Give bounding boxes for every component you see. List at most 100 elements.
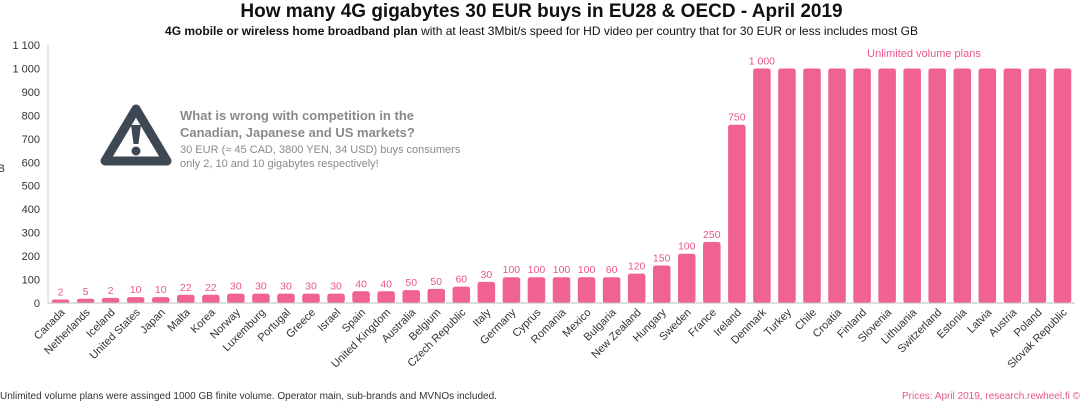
footnote: Unlimited volume plans were assinged 100…: [0, 391, 497, 402]
data-label: 30: [330, 281, 342, 293]
bar: [427, 288, 446, 303]
bar: [76, 298, 95, 303]
subtitle-bold: 4G mobile or wireless home broadband pla…: [165, 24, 418, 38]
bar: [126, 297, 145, 303]
chart-title: How many 4G gigabytes 30 EUR buys in EU2…: [240, 1, 843, 22]
bars: [51, 68, 1072, 303]
data-label: 150: [653, 252, 671, 264]
bar: [953, 68, 972, 303]
bar: [703, 242, 721, 303]
callout-box: What is wrong with competition in the Ca…: [100, 103, 530, 183]
data-label: 250: [703, 229, 721, 241]
callout-heading-line-1: What is wrong with competition in the: [180, 108, 414, 123]
data-label: 22: [205, 282, 217, 294]
y-axis-label: GB: [0, 163, 5, 175]
data-label: 30: [305, 281, 317, 293]
y-tick-label: 0: [34, 298, 40, 310]
data-label: 100: [528, 264, 546, 276]
callout-heading-line-2: Canadian, Japanese and US markets?: [180, 125, 415, 140]
callout-heading: What is wrong with competition in the Ca…: [180, 107, 415, 141]
bar: [677, 253, 696, 303]
data-label: 50: [430, 276, 442, 288]
data-label: 100: [553, 264, 571, 276]
bar: [853, 68, 871, 303]
y-tick-label: 1 100: [12, 40, 40, 52]
callout-body: 30 EUR (≈ 45 CAD, 3800 YEN, 34 USD) buys…: [180, 143, 460, 171]
bar: [452, 286, 471, 303]
y-tick-label: 500: [22, 181, 40, 193]
chart-subtitle: 4G mobile or wireless home broadband pla…: [0, 24, 1083, 38]
y-tick-label: 100: [22, 275, 40, 287]
bar: [627, 273, 646, 303]
bar: [202, 294, 220, 303]
warning-triangle-icon: [100, 104, 172, 166]
bar: [302, 293, 320, 303]
data-label: 100: [503, 264, 521, 276]
data-label: 60: [455, 274, 467, 286]
y-tick-label: 700: [22, 134, 40, 146]
data-label: 30: [255, 281, 267, 293]
bar: [778, 68, 796, 303]
callout-body-line-1: 30 EUR (≈ 45 CAD, 3800 YEN, 34 USD) buys…: [180, 144, 461, 156]
data-label: 750: [728, 112, 746, 124]
bar: [177, 294, 195, 303]
data-label: 2: [108, 285, 114, 297]
bar: [928, 68, 946, 303]
bar: [828, 68, 846, 303]
bar: [277, 293, 295, 303]
bar: [502, 277, 521, 303]
y-axis: 0 100 200 300 400 500 600 700 800 900 1 000 1 100: [12, 40, 49, 310]
bar: [1053, 68, 1072, 303]
unlimited-plans-annotation: Unlimited volume plans: [867, 48, 981, 60]
data-label: 10: [155, 284, 167, 296]
bar: [327, 293, 345, 303]
y-tick-label: 800: [22, 110, 40, 122]
x-tick-label: France: [686, 307, 719, 340]
bar: [1003, 68, 1022, 303]
bar: [1028, 68, 1047, 303]
data-label: 2: [58, 286, 64, 298]
y-tick-label: 300: [22, 228, 40, 240]
bar: [101, 297, 120, 303]
y-tick-label: 200: [22, 251, 40, 263]
x-tick-label: Japan: [138, 307, 168, 337]
y-tick-label: 900: [22, 87, 40, 99]
bar: [903, 68, 921, 303]
bar: [377, 291, 395, 303]
bar: [878, 68, 896, 303]
y-tick-label: 600: [22, 157, 40, 169]
data-label: 40: [355, 278, 367, 290]
data-label: 30: [280, 281, 292, 293]
data-label: 40: [380, 278, 392, 290]
data-label: 30: [481, 269, 493, 281]
bar: [753, 68, 771, 303]
data-label: 10: [130, 284, 142, 296]
y-tick-label: 400: [22, 204, 40, 216]
source-credit: Prices: April 2019, research.rewheel.fi …: [901, 391, 1080, 402]
bar: [602, 277, 621, 303]
bar: [652, 265, 671, 303]
bar: [728, 124, 746, 303]
bar: [402, 290, 420, 303]
callout-body-line-2: only 2, 10 and 10 gigabytes respectively…: [180, 158, 379, 170]
x-tick-label: Malta: [165, 306, 193, 334]
bar: [803, 68, 821, 303]
x-tick-label: Turkey: [762, 306, 794, 338]
data-labels: 2 5 2 10 10 22 22 30 30 30 30 30 40 40 50 50 60 30 100 100 1…: [58, 55, 776, 298]
data-label: 60: [606, 264, 618, 276]
bar: [978, 68, 997, 303]
data-label: 100: [578, 264, 596, 276]
bar-chart: 0 100 200 300 400 500 600 700 800 900 1 000 1 100 2…: [0, 40, 1075, 371]
bar: [227, 293, 245, 303]
data-label: 1 000: [749, 55, 775, 67]
data-label: 5: [83, 286, 89, 298]
bar: [552, 277, 571, 303]
data-label: 120: [628, 261, 646, 273]
bar: [252, 293, 270, 303]
y-tick-label: 1 000: [12, 63, 40, 75]
data-label: 50: [405, 277, 417, 289]
bar: [477, 281, 496, 303]
bar: [577, 277, 596, 303]
data-label: 22: [180, 282, 192, 294]
